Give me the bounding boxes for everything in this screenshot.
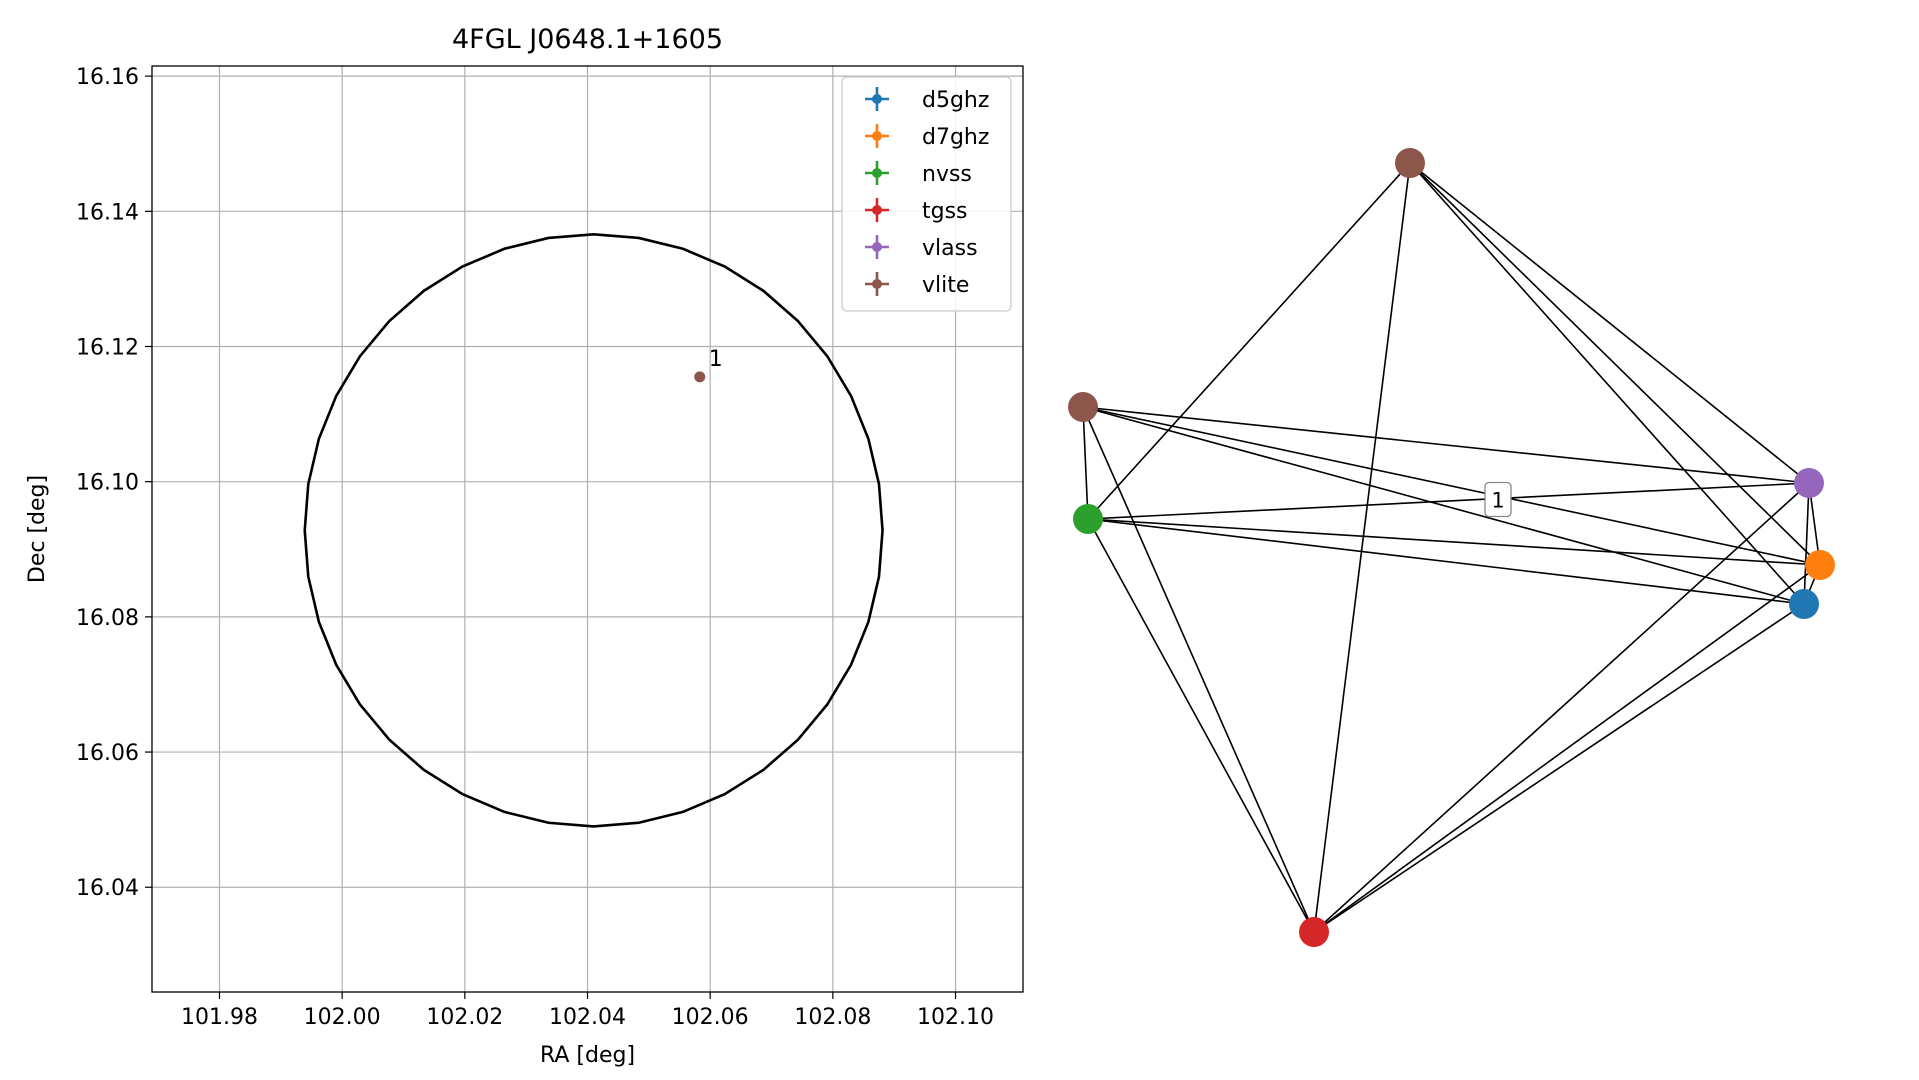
x-tick-label: 101.98 xyxy=(181,1005,258,1030)
node-d7ghz xyxy=(1805,550,1835,580)
x-tick-label: 102.02 xyxy=(426,1005,503,1030)
node-d5ghz xyxy=(1789,589,1819,619)
y-tick-label: 16.10 xyxy=(76,471,139,496)
edge-label-text: 1 xyxy=(1491,489,1504,513)
edge-vlite_a-d5ghz xyxy=(1409,162,1805,605)
edge-nvss-tgss xyxy=(1087,518,1315,933)
y-tick-label: 16.14 xyxy=(76,200,139,225)
point-label: 1 xyxy=(709,347,723,372)
edge-tgss-d5ghz xyxy=(1313,603,1805,933)
chart-title: 4FGL J0648.1+1605 xyxy=(452,24,723,55)
legend-marker-dot xyxy=(872,94,882,104)
edge-nvss-vlass xyxy=(1087,482,1810,520)
x-tick-label: 102.04 xyxy=(549,1005,626,1030)
edge-vlite_b-tgss xyxy=(1082,406,1315,933)
edge-nvss-d5ghz xyxy=(1087,518,1805,605)
node-nvss xyxy=(1073,504,1103,534)
node-vlass xyxy=(1794,468,1824,498)
edge-vlite_b-vlass xyxy=(1082,406,1810,484)
x-tick-label: 102.10 xyxy=(917,1005,994,1030)
network-edge-label: 1 xyxy=(1484,481,1512,518)
points-layer: 1 xyxy=(694,347,723,383)
legend-marker-dot xyxy=(872,205,882,215)
y-tick-label: 16.04 xyxy=(76,876,139,901)
x-axis-ticks: 101.98 102.00 102.02 102.04 102.06 102.08 102.… xyxy=(181,992,994,1030)
x-tick-label: 102.08 xyxy=(794,1005,871,1030)
edge-vlite_a-vlass xyxy=(1409,162,1810,484)
network-panel: 1 xyxy=(1068,148,1835,947)
y-tick-label: 16.16 xyxy=(76,65,139,90)
edge-tgss-vlass xyxy=(1313,482,1810,933)
legend-marker-dot xyxy=(872,242,882,252)
error-ellipse-layer xyxy=(303,232,884,828)
legend-marker-dot xyxy=(872,279,882,289)
y-tick-label: 16.08 xyxy=(76,606,139,631)
edge-tgss-d7ghz xyxy=(1313,564,1821,933)
edge-vlite_a-d7ghz xyxy=(1409,162,1821,566)
legend-label-nvss: nvss xyxy=(922,162,972,187)
x-tick-label: 102.00 xyxy=(304,1005,381,1030)
error-ellipse xyxy=(303,232,884,828)
point-vlite xyxy=(694,371,706,383)
edge-label-box xyxy=(1484,481,1512,518)
edge-vlass-d5ghz xyxy=(1803,482,1810,605)
x-axis-label: RA [deg] xyxy=(540,1043,635,1068)
y-axis-label: Dec [deg] xyxy=(25,475,50,583)
scatter-panel: 1 101.98 102.00 102.02 102.04 102.06 102.08 10… xyxy=(25,24,1024,1068)
node-vlite_b xyxy=(1068,392,1098,422)
edge-vlite_b-nvss xyxy=(1082,406,1089,520)
node-vlite_a xyxy=(1395,148,1425,178)
y-tick-label: 16.12 xyxy=(76,336,139,361)
x-tick-label: 102.06 xyxy=(672,1005,749,1030)
legend-label-d7ghz: d7ghz xyxy=(922,125,989,150)
legend-label-tgss: tgss xyxy=(922,199,968,224)
legend-label-d5ghz: d5ghz xyxy=(922,88,989,113)
legend-marker-dot xyxy=(872,131,882,141)
legend-marker-dot xyxy=(872,168,882,178)
edge-vlite_b-d5ghz xyxy=(1082,406,1805,605)
edge-vlite_a-nvss xyxy=(1087,162,1411,520)
network-nodes xyxy=(1068,148,1835,947)
edge-nvss-d7ghz xyxy=(1087,518,1821,566)
legend-label-vlass: vlass xyxy=(922,236,978,261)
node-tgss xyxy=(1299,917,1329,947)
legend-label-vlite: vlite xyxy=(922,273,969,298)
y-tick-label: 16.06 xyxy=(76,741,139,766)
edge-vlite_b-d7ghz xyxy=(1082,406,1821,566)
edge-vlite_a-tgss xyxy=(1313,162,1411,933)
legend: d5ghz d7ghz nvss tgss vlass vlite xyxy=(841,76,1012,312)
y-axis-ticks: 16.04 16.06 16.08 16.10 16.12 16.14 16.16 xyxy=(76,65,152,901)
